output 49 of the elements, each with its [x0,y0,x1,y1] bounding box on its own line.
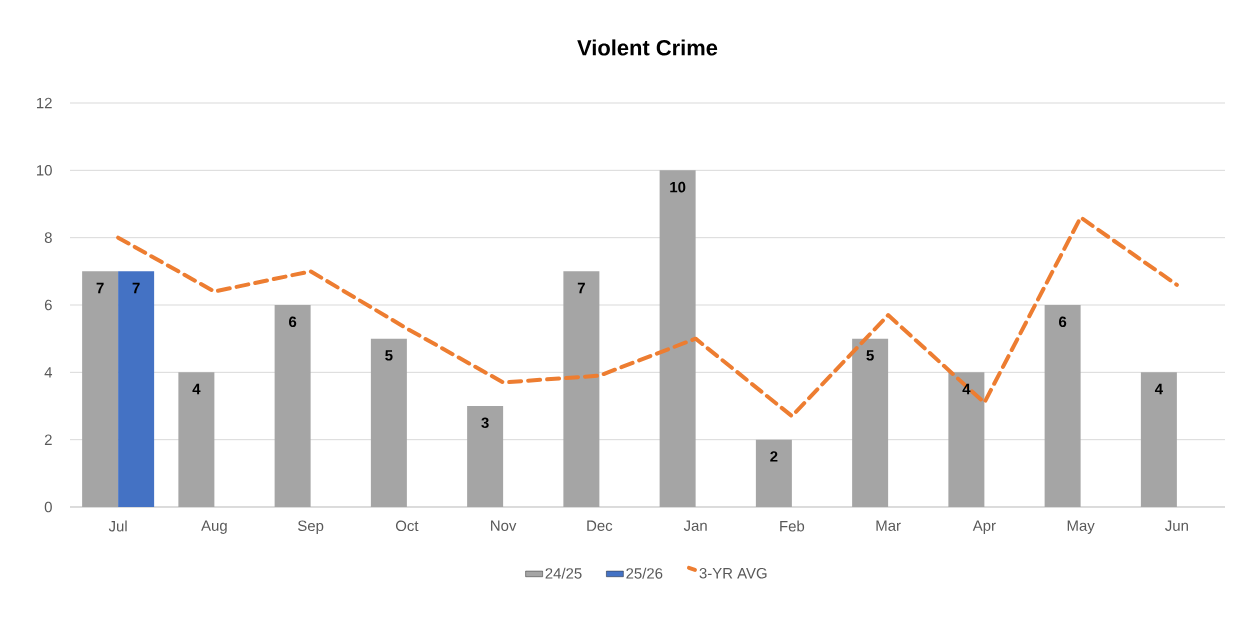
x-tick-label: Jul [108,520,127,532]
x-tick-label: Mar [876,520,901,531]
bar [659,170,696,507]
data-label: 2 [770,451,778,462]
data-label: 3 [481,417,489,429]
chart-title: Violent Crime [577,39,718,56]
x-tick-label: Aug [201,520,227,534]
bar [755,439,792,507]
x-tick-label: Jun [1165,520,1188,531]
bar [467,406,504,507]
x-tick-label: Feb [780,520,805,532]
bar [274,305,311,507]
bar [852,338,889,507]
data-label: 5 [866,350,874,361]
y-tick-label: 6 [44,299,52,311]
data-label: 4 [1154,383,1163,395]
bar [948,372,985,507]
y-tick-label: 12 [37,97,52,109]
x-tick-label: Apr [972,520,996,534]
y-tick-label: 4 [44,367,53,378]
bar [118,271,155,507]
y-tick-label: 2 [44,434,52,445]
legend-label: 25/26 [626,567,663,579]
bar [1140,372,1177,507]
line-series [116,215,1179,419]
bar [1044,305,1081,507]
bar [82,271,119,507]
data-label: 6 [1059,316,1067,328]
data-label: 5 [385,350,393,361]
data-label: 10 [670,181,686,193]
bar [178,372,215,507]
bar [563,271,600,507]
y-tick-label: 8 [44,232,52,243]
y-tick-label: 0 [44,501,52,513]
x-tick-label: Oct [395,520,419,532]
bar [370,338,407,507]
data-label: 6 [289,316,297,328]
data-label: 7 [96,282,104,294]
y-tick-label: 10 [37,165,52,176]
x-tick-label: Nov [491,520,517,531]
legend-label: 24/25 [545,567,582,579]
data-label: 7 [577,282,585,294]
data-label: 7 [132,282,140,294]
x-tick-label: Jan [683,520,707,531]
x-tick-label: Sep [298,520,324,535]
x-tick-label: May [1067,520,1095,534]
legend-label: 3-YR AVG [699,567,767,579]
x-tick-label: Dec [587,520,613,531]
data-label: 4 [192,383,201,395]
